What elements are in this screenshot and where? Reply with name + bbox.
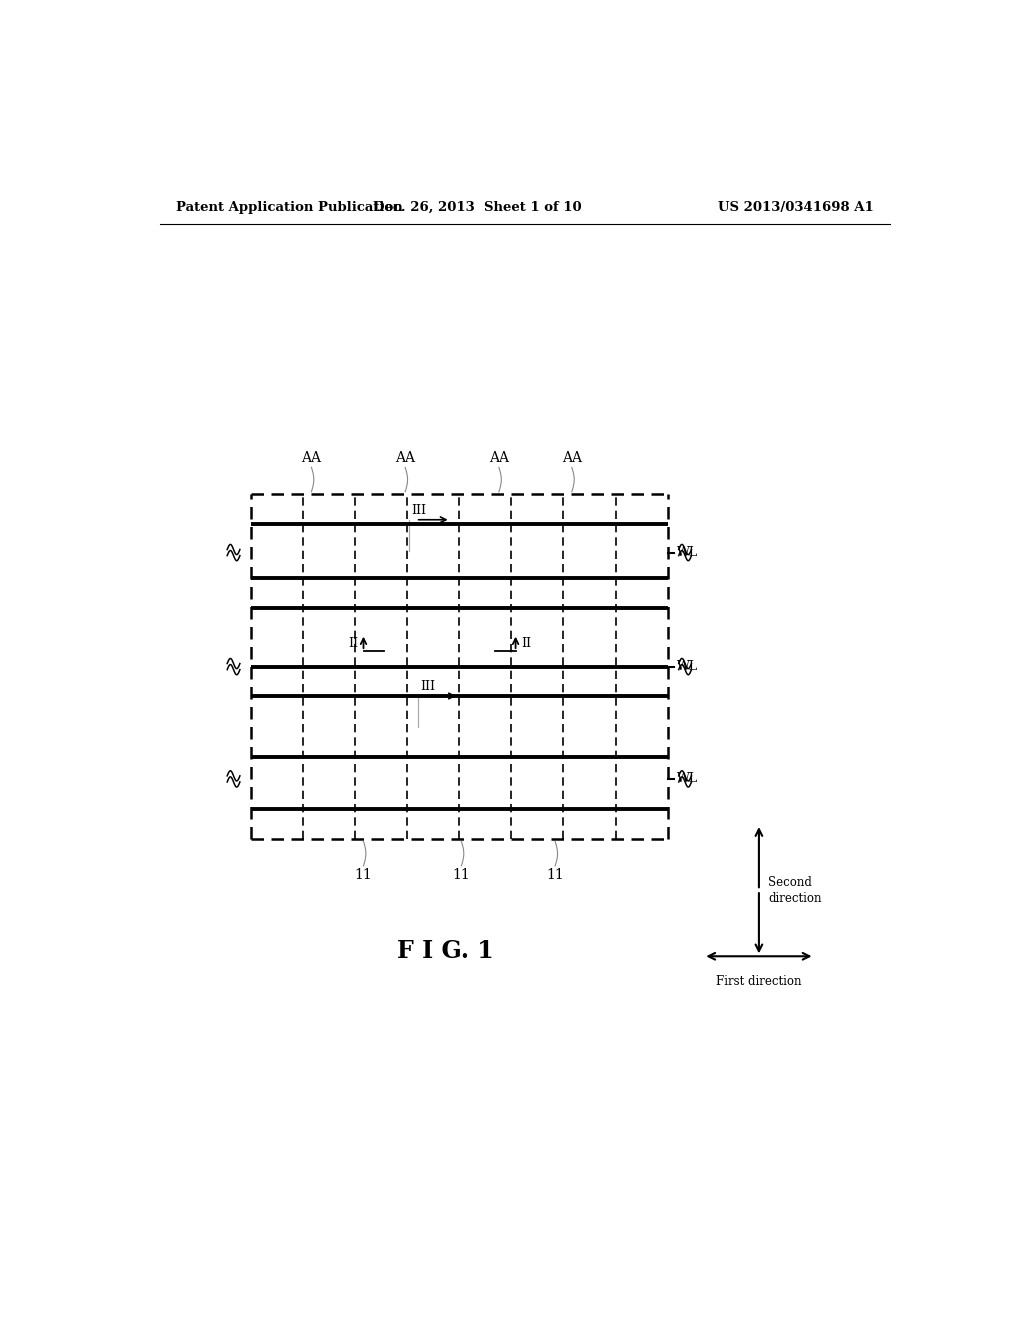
Text: First direction: First direction	[716, 974, 802, 987]
Text: AA: AA	[488, 451, 509, 466]
Text: WL: WL	[677, 546, 698, 560]
Text: III: III	[420, 680, 435, 693]
Text: US 2013/0341698 A1: US 2013/0341698 A1	[718, 201, 873, 214]
Text: WL: WL	[677, 660, 698, 673]
Text: Dec. 26, 2013  Sheet 1 of 10: Dec. 26, 2013 Sheet 1 of 10	[373, 201, 582, 214]
Text: 11: 11	[453, 867, 470, 882]
Text: AA: AA	[395, 451, 415, 466]
Text: II: II	[521, 638, 531, 651]
Text: 11: 11	[354, 867, 373, 882]
Text: 11: 11	[546, 867, 564, 882]
Text: AA: AA	[562, 451, 582, 466]
Text: F I G. 1: F I G. 1	[397, 940, 494, 964]
Text: WL: WL	[677, 772, 698, 785]
Text: Second
direction: Second direction	[768, 875, 822, 904]
Text: III: III	[412, 504, 427, 516]
Text: AA: AA	[301, 451, 322, 466]
Text: Patent Application Publication: Patent Application Publication	[176, 201, 402, 214]
Text: II: II	[348, 638, 358, 651]
